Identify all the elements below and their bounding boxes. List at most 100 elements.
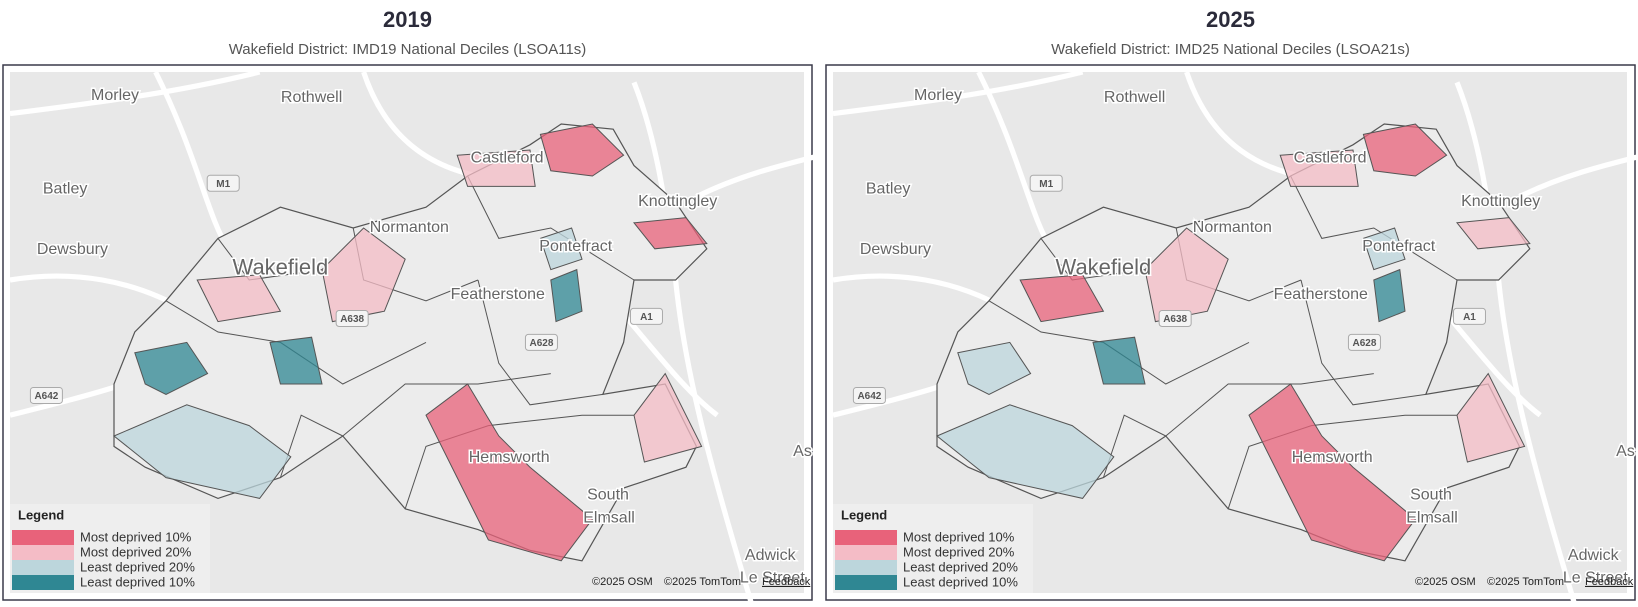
lsoa-area xyxy=(1248,383,1417,562)
place-label: Wakefield xyxy=(1056,254,1152,279)
legend-label: Least deprived 20% xyxy=(903,559,1018,574)
road-shield xyxy=(1452,307,1486,325)
panel-title: 2019 xyxy=(383,7,432,32)
lsoa-boundary xyxy=(1290,175,1458,281)
road-label: A628 xyxy=(529,338,553,349)
road-shield xyxy=(206,174,240,192)
lsoa-area xyxy=(936,404,1115,499)
attribution: ©2025 OSM xyxy=(1415,576,1476,588)
place-label: As xyxy=(793,443,812,460)
place-label: Knottingley xyxy=(638,193,717,210)
lsoa-area xyxy=(321,227,406,323)
legend-title: Legend xyxy=(18,507,64,522)
road-label: A1 xyxy=(1463,312,1476,323)
legend-label: Most deprived 20% xyxy=(80,544,192,559)
lsoa-area xyxy=(539,123,625,177)
legend-swatch xyxy=(12,545,74,560)
lsoa-area xyxy=(1456,217,1531,250)
legend-label: Least deprived 10% xyxy=(80,574,195,589)
lsoa-area xyxy=(1019,274,1105,323)
legend-swatch xyxy=(835,545,897,560)
lsoa-area xyxy=(1362,227,1406,271)
place-label: Rothwell xyxy=(281,89,342,106)
lsoa-area xyxy=(539,227,583,271)
map-panel: 2019 Wakefield District: IMD19 National D… xyxy=(2,7,813,607)
place-label: Hemsworth xyxy=(1292,449,1373,466)
place-label: Normanton xyxy=(370,219,449,236)
lsoa-area xyxy=(633,372,703,463)
road-shield xyxy=(335,309,369,327)
road xyxy=(1184,71,1302,179)
place-label: Castleford xyxy=(471,150,544,167)
legend-label: Most deprived 10% xyxy=(903,529,1015,544)
lsoa-area xyxy=(957,341,1032,395)
feedback-link[interactable]: Feedback xyxy=(762,576,811,588)
lsoa-area xyxy=(1362,123,1448,177)
lsoa-boundary xyxy=(342,373,551,437)
legend-label: Least deprived 20% xyxy=(80,559,195,574)
lsoa-area xyxy=(134,341,209,395)
place-label: Knottingley xyxy=(1461,193,1540,210)
legend-swatch xyxy=(12,530,74,545)
place-label: Elmsall xyxy=(1406,509,1458,526)
road-label: A1 xyxy=(640,312,653,323)
attribution: ©2025 TomTom xyxy=(664,576,741,588)
legend-swatch xyxy=(835,575,897,590)
legend-swatch xyxy=(12,575,74,590)
feedback-link[interactable]: Feedback xyxy=(1585,576,1634,588)
place-label: South xyxy=(1410,486,1452,503)
legend-title: Legend xyxy=(841,507,887,522)
place-label: Featherstone xyxy=(1274,286,1368,303)
lsoa-area xyxy=(456,149,536,187)
lsoa-area xyxy=(269,336,323,385)
legend-label: Most deprived 10% xyxy=(80,529,192,544)
legend-label: Least deprived 10% xyxy=(903,574,1018,589)
place-label: As xyxy=(1616,443,1635,460)
panel-title: 2025 xyxy=(1206,7,1255,32)
place-label: Dewsbury xyxy=(860,241,931,258)
legend-swatch xyxy=(835,560,897,575)
place-label: Adwick xyxy=(745,547,797,564)
road-label: M1 xyxy=(216,179,230,190)
road-shield xyxy=(1158,309,1192,327)
panel-subtitle: Wakefield District: IMD25 National Decil… xyxy=(1051,41,1410,58)
lsoa-boundary xyxy=(1300,279,1426,406)
road-shield xyxy=(1347,333,1381,351)
road-shield xyxy=(629,307,663,325)
place-label: Elmsall xyxy=(583,509,635,526)
lsoa-area xyxy=(113,404,292,499)
legend-label: Most deprived 20% xyxy=(903,544,1015,559)
road-label: A642 xyxy=(34,391,58,402)
lsoa-area xyxy=(1144,227,1229,323)
place-label: Wakefield xyxy=(233,254,329,279)
road-shield xyxy=(852,386,886,404)
road xyxy=(832,69,1084,117)
map: M1 A638 A628 A1 A642 Morley Rothwell Batley Dews… xyxy=(832,69,1636,607)
place-label: Adwick xyxy=(1568,547,1620,564)
road xyxy=(1454,81,1579,607)
road-label: A638 xyxy=(340,314,364,325)
lsoa-boundary xyxy=(477,279,603,406)
place-label: Dewsbury xyxy=(37,241,108,258)
lsoa-area xyxy=(1279,149,1359,187)
lsoa-area xyxy=(196,274,282,323)
place-label: Batley xyxy=(43,181,87,198)
road xyxy=(695,154,813,200)
road-shield xyxy=(524,333,558,351)
place-label: Pontefract xyxy=(539,238,612,255)
legend-swatch xyxy=(12,560,74,575)
place-label: Morley xyxy=(914,87,962,104)
road xyxy=(361,71,479,179)
road-label: M1 xyxy=(1039,179,1053,190)
road xyxy=(9,69,261,117)
place-label: Hemsworth xyxy=(469,449,550,466)
map-panel: 2025 Wakefield District: IMD25 National D… xyxy=(825,7,1636,607)
place-label: Batley xyxy=(866,181,910,198)
place-label: Morley xyxy=(91,87,139,104)
lsoa-area xyxy=(425,383,594,562)
road-label: A638 xyxy=(1163,314,1187,325)
road xyxy=(631,81,756,607)
legend: Legend Most deprived 10%Most deprived 20%… xyxy=(833,504,1033,593)
place-label: South xyxy=(587,486,629,503)
place-label: Featherstone xyxy=(451,286,545,303)
